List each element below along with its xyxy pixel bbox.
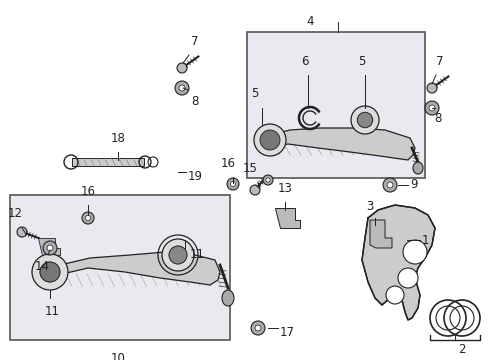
Text: 10: 10 (111, 352, 125, 360)
Circle shape (17, 227, 27, 237)
Text: 2: 2 (458, 343, 466, 356)
Polygon shape (72, 158, 144, 166)
Circle shape (179, 85, 185, 91)
Ellipse shape (222, 290, 234, 306)
Circle shape (266, 178, 270, 182)
Text: 3: 3 (367, 200, 374, 213)
Circle shape (40, 262, 60, 282)
Circle shape (32, 254, 68, 290)
Circle shape (357, 112, 373, 128)
Text: 1: 1 (422, 234, 430, 247)
Circle shape (40, 262, 60, 282)
Text: 8: 8 (434, 112, 441, 125)
Text: 18: 18 (111, 132, 125, 145)
Circle shape (250, 185, 260, 195)
Circle shape (85, 216, 91, 221)
Circle shape (427, 83, 437, 93)
Text: 6: 6 (301, 55, 309, 68)
Ellipse shape (413, 162, 423, 174)
Circle shape (162, 239, 194, 271)
Circle shape (429, 105, 435, 111)
Circle shape (255, 325, 261, 331)
Text: 11: 11 (190, 248, 205, 261)
Circle shape (261, 131, 279, 149)
Text: 19: 19 (188, 171, 203, 184)
Polygon shape (38, 238, 60, 255)
Bar (10, 195, 230, 340)
Circle shape (227, 178, 239, 190)
Bar (247, 32, 425, 178)
Circle shape (169, 246, 187, 264)
Text: 15: 15 (243, 162, 257, 175)
Text: 9: 9 (410, 179, 417, 192)
Circle shape (263, 175, 273, 185)
Text: 5: 5 (358, 55, 366, 68)
Circle shape (43, 241, 57, 255)
Text: 7: 7 (191, 35, 199, 48)
Circle shape (169, 246, 187, 264)
Circle shape (251, 321, 265, 335)
Text: 8: 8 (191, 95, 198, 108)
Circle shape (175, 81, 189, 95)
Polygon shape (48, 252, 220, 285)
Text: 16: 16 (220, 157, 236, 170)
Circle shape (403, 240, 427, 264)
Circle shape (177, 63, 187, 73)
Text: 7: 7 (436, 55, 444, 68)
Text: 5: 5 (251, 87, 259, 100)
Text: 14: 14 (34, 260, 49, 273)
Circle shape (386, 286, 404, 304)
Circle shape (425, 101, 439, 115)
Text: 4: 4 (306, 15, 314, 28)
Text: 11: 11 (45, 305, 59, 318)
Polygon shape (370, 220, 392, 248)
Polygon shape (362, 205, 435, 320)
Circle shape (230, 181, 236, 186)
Circle shape (351, 106, 379, 134)
Circle shape (387, 182, 393, 188)
Text: 12: 12 (7, 207, 23, 220)
Circle shape (254, 124, 286, 156)
Circle shape (398, 268, 418, 288)
Circle shape (47, 245, 53, 251)
Polygon shape (262, 128, 415, 160)
Text: 17: 17 (280, 325, 295, 338)
Text: 13: 13 (277, 182, 293, 195)
Polygon shape (275, 208, 300, 228)
Circle shape (383, 178, 397, 192)
Circle shape (82, 212, 94, 224)
Circle shape (260, 130, 280, 150)
Text: 16: 16 (80, 185, 96, 198)
